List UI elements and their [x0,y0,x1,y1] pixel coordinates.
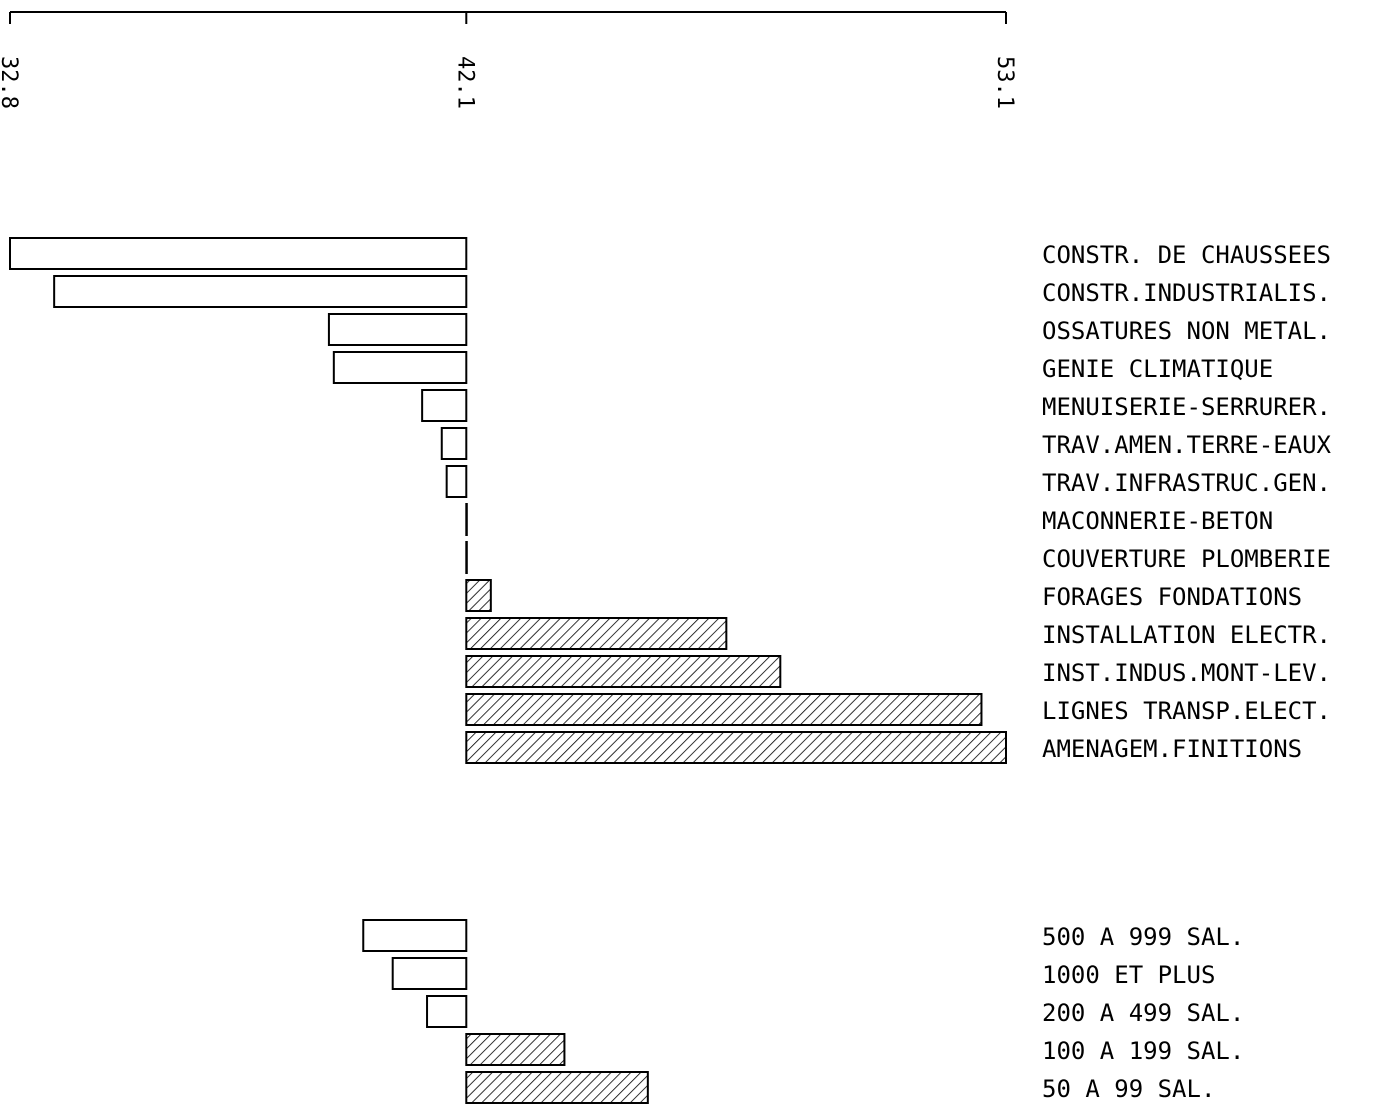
bar [465,1033,566,1066]
bar [426,995,468,1028]
bar [327,313,468,346]
category-label: MENUISERIE-SERRURER. [1042,393,1331,421]
bar [465,655,782,688]
category-label: OSSATURES NON METAL. [1042,317,1331,345]
bar [440,427,468,460]
bar [465,503,468,536]
bar [465,1071,649,1104]
category-label: INSTALLATION ELECTR. [1042,621,1331,649]
category-label: MACONNERIE-BETON [1042,507,1273,535]
category-label: CONSTR. DE CHAUSSEES [1042,241,1331,269]
bar [465,731,1007,764]
category-label: 500 A 999 SAL. [1042,923,1244,951]
category-label: 200 A 499 SAL. [1042,999,1244,1027]
category-label: 50 A 99 SAL. [1042,1075,1215,1103]
bar-group: 500 A 999 SAL. 1000 ET PLUS 200 A 499 SAL.… [362,919,1244,1104]
axis-tick-label: 32.8 [0,56,21,109]
bar [465,579,492,612]
bar [391,957,468,990]
bar [9,237,468,270]
bar-group: CONSTR. DE CHAUSSEES CONSTR.INDUSTRIALIS.… [9,237,1332,764]
bar [465,541,468,574]
category-label: TRAV.INFRASTRUC.GEN. [1042,469,1331,497]
axis-tick-label: 53.1 [992,56,1017,109]
category-label: AMENAGEM.FINITIONS [1042,735,1302,763]
bar [445,465,468,498]
category-label: COUVERTURE PLOMBERIE [1042,545,1331,573]
bar-groups: CONSTR. DE CHAUSSEES CONSTR.INDUSTRIALIS.… [9,237,1332,1104]
category-label: CONSTR.INDUSTRIALIS. [1042,279,1331,307]
category-label: LIGNES TRANSP.ELECT. [1042,697,1331,725]
bar [53,275,468,308]
category-label: GENIE CLIMATIQUE [1042,355,1273,383]
category-label: FORAGES FONDATIONS [1042,583,1302,611]
bar [421,389,468,422]
bar [465,617,728,650]
category-label: INST.INDUS.MONT-LEV. [1042,659,1331,687]
top-axis: 32.8 42.1 53.1 [0,11,1017,109]
category-label: TRAV.AMEN.TERRE-EAUX [1042,431,1332,459]
bar [362,919,468,952]
axis-tick-label: 42.1 [452,56,477,109]
category-label: 1000 ET PLUS [1042,961,1215,989]
bar [465,693,983,726]
bar [332,351,468,384]
category-label: 100 A 199 SAL. [1042,1037,1244,1065]
